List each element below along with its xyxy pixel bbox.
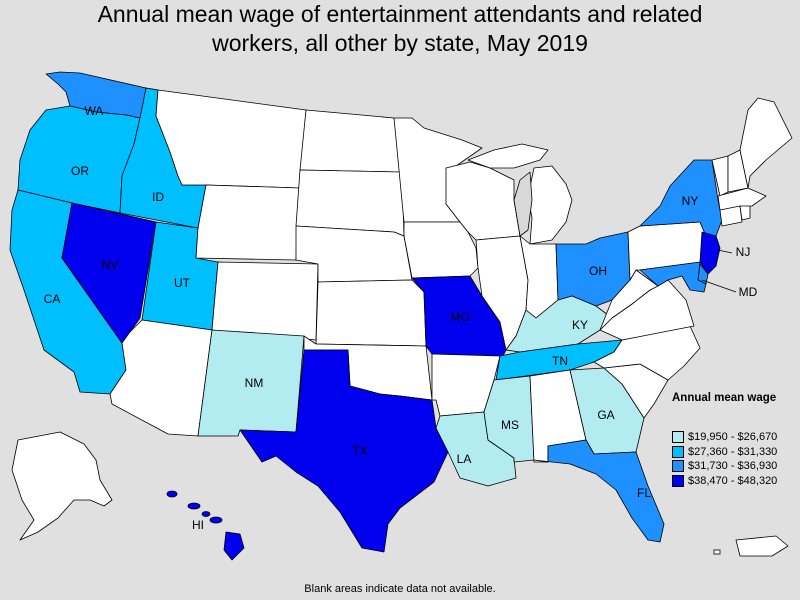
label-NV: NV <box>102 258 119 272</box>
legend-swatch <box>672 431 684 444</box>
legend-label: $38,470 - $48,320 <box>688 474 778 487</box>
legend: Annual mean wage $19,950 - $26,670 $27,3… <box>672 392 798 488</box>
leader-NJ <box>717 249 733 254</box>
label-TN: TN <box>552 354 568 368</box>
legend-item: $31,730 - $36,930 <box>672 459 798 474</box>
legend-item: $19,950 - $26,670 <box>672 430 798 445</box>
state-KS[interactable] <box>315 279 427 347</box>
state-MA[interactable] <box>717 187 767 211</box>
label-TX: TX <box>352 444 367 458</box>
map-title-line2: workers, all other by state, May 2019 <box>212 30 588 56</box>
state-SD[interactable] <box>295 169 405 237</box>
label-OR: OR <box>71 164 89 178</box>
map-title-line1: Annual mean wage of entertainment attend… <box>97 1 703 27</box>
state-MI[interactable] <box>527 165 573 245</box>
state-CT[interactable] <box>719 205 743 227</box>
state-ND[interactable] <box>299 109 403 173</box>
territory-VI[interactable] <box>713 549 721 555</box>
label-NJ: NJ <box>736 245 751 259</box>
map-title: Annual mean wage of entertainment attend… <box>0 0 800 58</box>
label-MO: MO <box>450 310 469 324</box>
legend-swatch <box>672 474 684 487</box>
label-NY: NY <box>682 194 699 208</box>
legend-label: $31,730 - $36,930 <box>688 460 778 473</box>
legend-label: $27,360 - $31,330 <box>688 445 778 458</box>
legend-swatch <box>672 460 684 473</box>
state-NY[interactable] <box>639 159 723 237</box>
label-GA: GA <box>597 408 614 422</box>
state-AK[interactable] <box>11 431 113 541</box>
label-MD: MD <box>739 285 758 299</box>
label-UT: UT <box>174 276 191 290</box>
state-WY[interactable] <box>195 184 301 261</box>
label-ID: ID <box>152 190 164 204</box>
state-TX[interactable] <box>239 349 449 553</box>
territory-PR[interactable] <box>735 535 789 557</box>
label-MS: MS <box>501 418 519 432</box>
state-MD[interactable] <box>639 261 707 293</box>
state-RI[interactable] <box>739 205 751 221</box>
label-CA: CA <box>44 292 61 306</box>
legend-swatch <box>672 445 684 458</box>
state-ME[interactable] <box>739 97 793 189</box>
leader-MD <box>701 279 737 293</box>
state-CO[interactable] <box>211 261 319 341</box>
state-MI-UP[interactable] <box>467 143 549 169</box>
state-NC[interactable] <box>593 325 701 381</box>
label-HI: HI <box>192 518 204 532</box>
state-FL[interactable] <box>533 439 665 543</box>
label-FL: FL <box>637 486 651 500</box>
legend-item: $38,470 - $48,320 <box>672 474 798 489</box>
legend-item: $27,360 - $31,330 <box>672 445 798 460</box>
state-HI[interactable] <box>166 490 245 561</box>
footnote: Blank areas indicate data not available. <box>304 583 496 595</box>
label-KY: KY <box>572 318 588 332</box>
legend-title: Annual mean wage <box>672 392 777 404</box>
label-WA: WA <box>85 104 104 118</box>
label-LA: LA <box>457 452 472 466</box>
legend-label: $19,950 - $26,670 <box>688 431 778 444</box>
label-NM: NM <box>245 376 264 390</box>
label-OH: OH <box>589 264 607 278</box>
state-MT[interactable] <box>155 89 307 189</box>
